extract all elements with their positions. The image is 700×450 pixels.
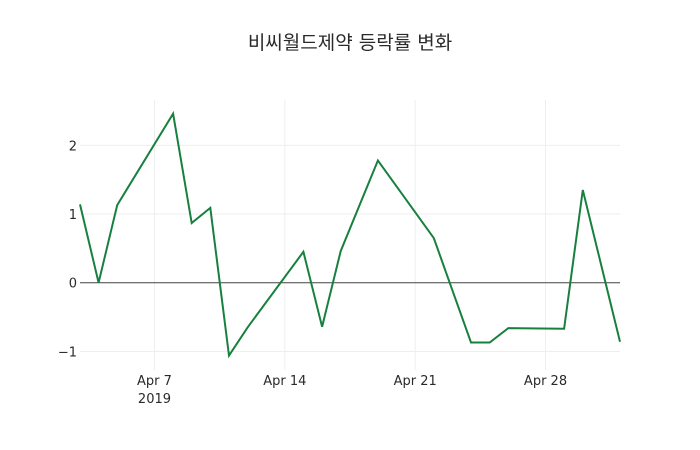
y-tick-label: 2 <box>69 139 77 154</box>
x-axis-labels: Apr 7 2019 Apr 14 Apr 21 Apr 28 <box>137 374 567 407</box>
y-axis-labels: 2 1 0 −1 <box>58 139 77 360</box>
x-tick-year-label: 2019 <box>138 392 171 407</box>
y-tick-label: 1 <box>69 208 77 223</box>
y-tick-label: −1 <box>58 345 77 360</box>
y-tick-label: 0 <box>69 277 77 292</box>
x-tick-label: Apr 7 <box>137 374 172 389</box>
x-tick-label: Apr 21 <box>394 374 437 389</box>
x-tick-label: Apr 14 <box>263 374 306 389</box>
chart-title: 비씨월드제약 등락률 변화 <box>247 32 453 54</box>
series-line <box>79 110 621 359</box>
y-gridlines <box>80 144 620 352</box>
x-tick-label: Apr 28 <box>524 374 567 389</box>
